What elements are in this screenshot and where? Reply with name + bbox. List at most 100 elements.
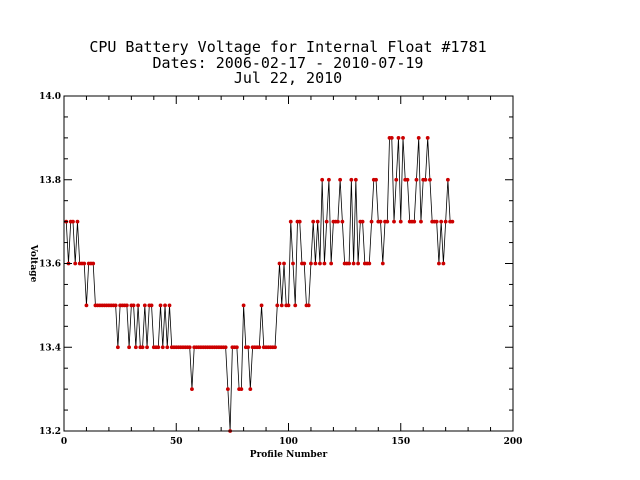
data-point (322, 261, 327, 266)
data-point (302, 261, 307, 266)
data-point (73, 261, 78, 266)
plot-frame (63, 95, 514, 432)
data-point (428, 177, 432, 182)
data-point (450, 219, 455, 224)
data-point (246, 345, 250, 350)
data-point (367, 261, 372, 266)
data-point (405, 177, 410, 182)
data-point (259, 303, 264, 308)
data-point (338, 177, 343, 182)
data-point (320, 177, 325, 182)
data-point (158, 303, 163, 308)
chart-title-line: Jul 22, 2010 (234, 69, 342, 87)
data-point (360, 219, 365, 224)
data-point (327, 177, 331, 182)
series-line (65, 137, 453, 432)
data-point (277, 261, 282, 266)
data-point (385, 219, 390, 224)
data-point (156, 345, 161, 350)
data-point (378, 219, 383, 224)
data-point (82, 261, 87, 266)
data-point (380, 261, 385, 266)
data-point (306, 303, 311, 308)
data-point (412, 219, 417, 224)
data-point (248, 387, 253, 392)
x-axis-label: Profile Number (250, 450, 328, 460)
data-point (293, 303, 298, 308)
data-point (136, 303, 140, 308)
data-point (439, 219, 444, 224)
data-point (286, 303, 291, 308)
x-tick-label: 200 (504, 437, 523, 447)
data-point (398, 219, 403, 224)
data-point (142, 303, 147, 308)
x-tick-label: 50 (170, 437, 183, 447)
data-point (279, 303, 284, 308)
data-point (335, 219, 340, 224)
data-point (190, 387, 194, 392)
data-point (71, 219, 75, 224)
data-point (369, 219, 374, 224)
data-point (318, 261, 322, 266)
data-point (241, 303, 246, 308)
data-point (288, 219, 293, 224)
x-axis: 0 50 100 150 200 (61, 96, 523, 447)
data-point (374, 177, 378, 182)
data-point (234, 345, 239, 350)
data-point (315, 219, 320, 224)
chart-title-line: CPU Battery Voltage for Internal Float #… (89, 38, 486, 56)
data-point (311, 219, 316, 224)
y-tick-label: 13.8 (39, 176, 61, 186)
data-point (291, 261, 295, 266)
y-axis: 13.2 13.4 13.6 13.8 14.0 (39, 92, 513, 437)
data-point (437, 261, 441, 266)
y-tick-label: 13.6 (39, 260, 61, 270)
data-point (133, 345, 138, 350)
y-tick-label: 14.0 (39, 92, 61, 102)
data-point (187, 345, 192, 350)
data-point (416, 135, 421, 140)
data-point (313, 261, 318, 266)
data-point (145, 345, 149, 350)
data-point (401, 135, 405, 140)
data-point (113, 303, 118, 308)
voltage-series (64, 135, 455, 433)
data-point (423, 177, 428, 182)
data-point (324, 219, 329, 224)
data-point (419, 219, 423, 224)
data-point (396, 135, 401, 140)
data-point (414, 177, 419, 182)
data-point (394, 177, 399, 182)
data-point (351, 261, 356, 266)
data-point (329, 261, 334, 266)
y-tick-label: 13.2 (39, 427, 61, 437)
data-point (425, 135, 430, 140)
data-point (115, 345, 120, 350)
data-point (124, 303, 129, 308)
x-tick-label: 0 (61, 437, 67, 447)
data-point (140, 345, 145, 350)
data-point (223, 345, 228, 350)
data-point (239, 387, 244, 392)
data-point (160, 345, 165, 350)
data-point (443, 219, 448, 224)
y-axis-label: Voltage (28, 244, 38, 283)
data-point (309, 261, 313, 266)
chart-title-line: Dates: 2006-02-17 - 2010-07-19 (153, 54, 424, 72)
data-point (84, 303, 89, 308)
data-point (163, 303, 167, 308)
data-point (131, 303, 136, 308)
data-point (353, 177, 358, 182)
data-point (434, 219, 439, 224)
data-point (392, 219, 396, 224)
data-point (275, 303, 280, 308)
data-point (441, 261, 446, 266)
data-point (389, 135, 394, 140)
x-tick-label: 100 (279, 437, 298, 447)
data-point (445, 177, 450, 182)
data-point (165, 345, 170, 350)
x-tick-label: 150 (391, 437, 410, 447)
data-point (356, 261, 360, 266)
data-point (149, 303, 154, 308)
